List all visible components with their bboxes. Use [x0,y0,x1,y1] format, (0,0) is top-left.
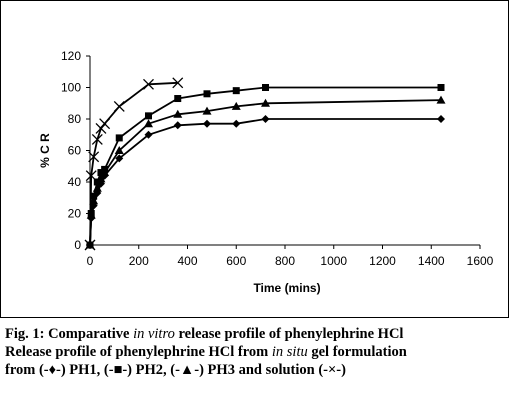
series-2-line [89,86,441,246]
series-3-point [144,119,153,128]
y-tick-label: 120 [61,49,81,63]
series-3-point [96,174,106,183]
series-2-point [437,84,445,91]
series-1-line [89,118,441,246]
caption-line-3: from (-♦-) PH1, (-■-) PH2, (-▲-) PH3 and… [5,362,346,378]
x-tick-label: 1600 [467,254,494,268]
series-4-point [84,239,96,251]
series-3-point [261,98,270,107]
series-3-point [436,95,446,104]
series-3-point [92,183,102,192]
x-tick-label: 0 [87,254,94,268]
y-tick-label: 20 [68,207,82,221]
series-3-point [100,168,110,177]
series-1-point [437,115,445,123]
series-3-point [173,109,183,118]
series-2-point [262,84,269,91]
series-3-point [114,146,124,154]
series-4-point [88,151,100,163]
series-1-point [173,121,182,130]
y-tick-label: 0 [74,238,81,252]
x-tick-label: 200 [129,254,149,268]
x-tick-label: 800 [275,254,295,268]
x-tick-label: 400 [177,254,197,268]
series-4-point [99,118,111,130]
series-2-point [115,134,123,142]
y-axis-label: % C R [38,133,52,168]
series-4-point [91,134,103,145]
series-1-point [115,154,124,163]
x-tick-label: 600 [226,254,246,268]
series-2-point [203,90,211,98]
x-tick-label: 1400 [418,254,445,268]
series-3-point [231,101,241,110]
x-axis-label: Time (mins) [253,281,320,295]
y-tick-label: 100 [61,81,81,95]
x-tick-label: 1200 [369,254,396,268]
series-4-point [85,170,97,182]
y-tick-label: 80 [68,112,82,126]
series-4-point [172,77,184,89]
series-2-point [174,95,182,103]
series-1-point [203,119,211,128]
chart-frame: 0 20 40 60 80 100 120 0 200 400 600 800 1000 1200 1400… [0,0,509,318]
caption-line-2: Release profile of phenylephrine HCl fro… [5,344,407,360]
series-4-point [95,122,107,134]
figure-caption: Fig. 1: Comparative in vitro release pro… [5,325,505,379]
series-2-point [145,112,152,120]
x-tick-label: 1000 [320,254,347,268]
series-1-point [261,115,270,123]
caption-line-1: Fig. 1: Comparative in vitro release pro… [5,326,404,342]
y-tick-label: 60 [68,144,82,158]
series-4-point [143,78,154,90]
series-1-point [232,119,241,128]
series-1-point [144,130,153,139]
series-2-point [232,87,240,95]
series-2-point [97,169,105,177]
series-3-point [202,106,212,115]
series-4-point [113,100,125,112]
y-tick-label: 40 [68,175,82,189]
series-2-point [90,192,98,200]
